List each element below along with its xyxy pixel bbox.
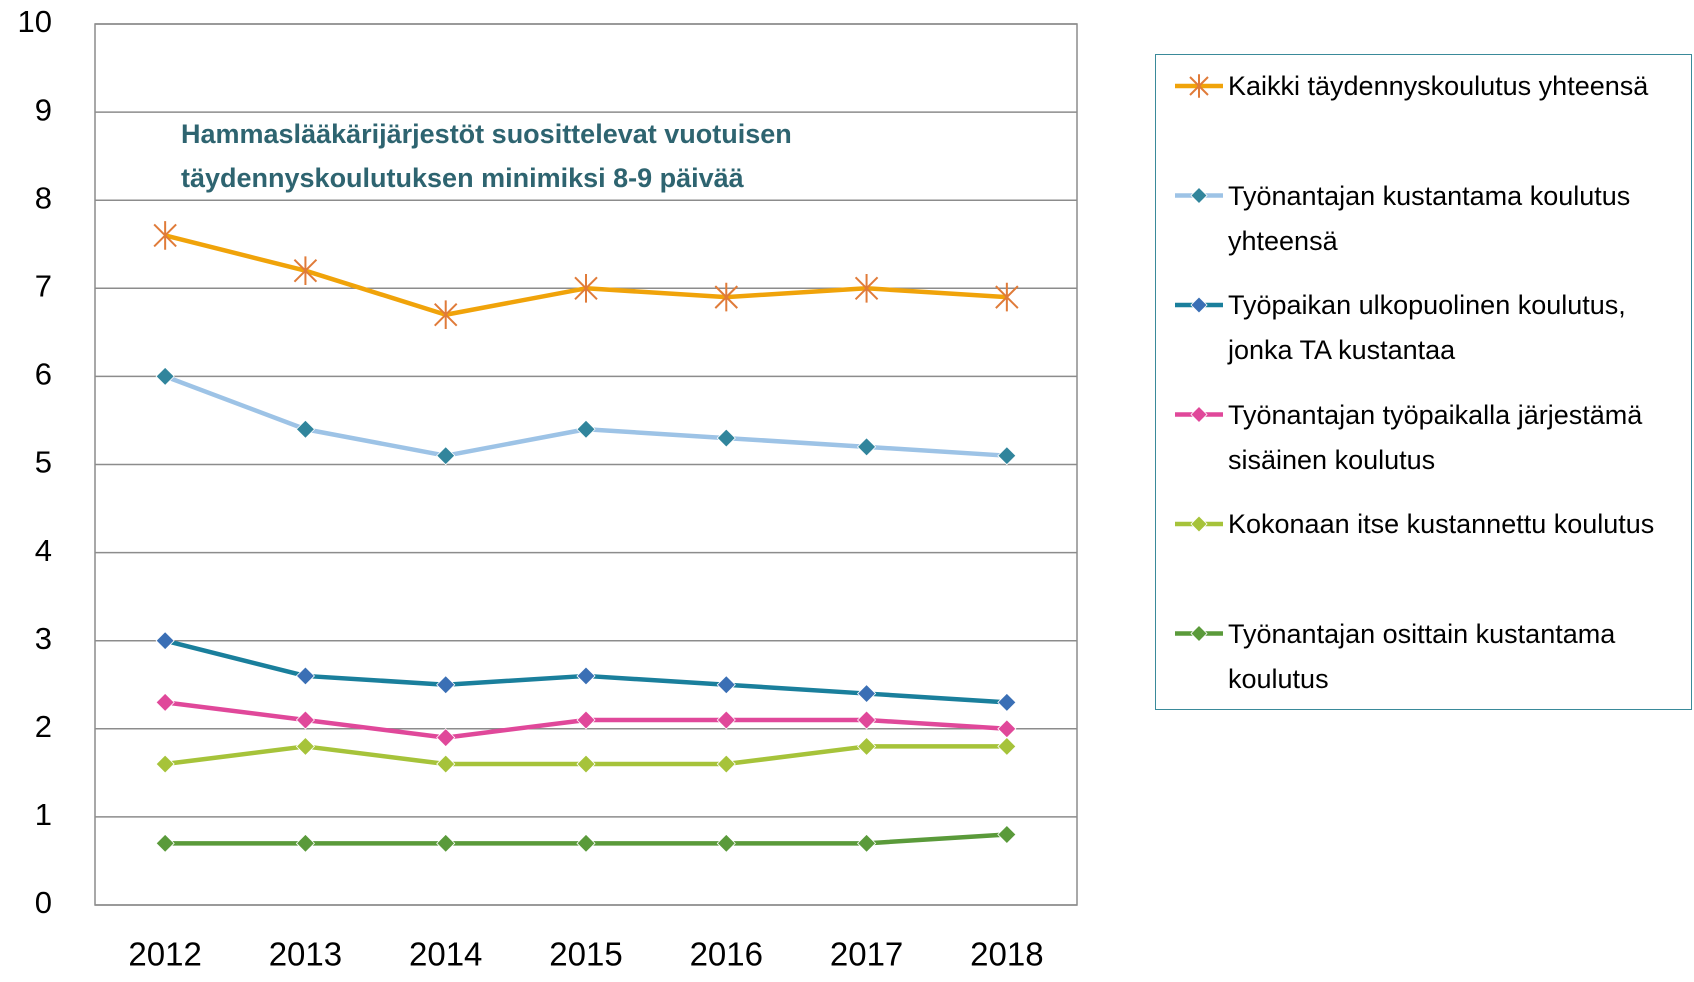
- y-tick-label: 4: [35, 533, 52, 568]
- y-tick-label: 5: [35, 445, 52, 480]
- marker: [716, 675, 736, 695]
- annotation: Hammaslääkärijärjestöt suosittelevat vuo…: [181, 119, 792, 193]
- marker: [155, 366, 175, 386]
- marker: [1190, 624, 1208, 643]
- x-tick-label: 2014: [409, 936, 482, 973]
- marker: [436, 728, 456, 748]
- marker: [155, 833, 175, 853]
- legend-label: Työnantajan työpaikalla järjestämä sisäi…: [1228, 399, 1643, 475]
- series: [155, 692, 1017, 748]
- x-tick-label: 2017: [830, 936, 903, 973]
- marker: [857, 683, 877, 704]
- marker: [436, 754, 456, 774]
- marker: [854, 274, 879, 303]
- marker: [576, 710, 596, 730]
- marker: [295, 666, 315, 686]
- marker: [155, 754, 175, 774]
- y-tick-label: 9: [35, 92, 52, 127]
- series: [155, 824, 1017, 853]
- series: [155, 736, 1017, 774]
- y-tick-label: 6: [35, 357, 52, 392]
- marker: [436, 833, 456, 853]
- series: [155, 631, 1017, 712]
- marker: [576, 833, 596, 853]
- marker: [714, 282, 738, 312]
- legend-label: Kokonaan itse kustannettu koulutus: [1228, 509, 1655, 539]
- legend-label: Työnantajan osittain kustantama koulutus: [1228, 618, 1616, 694]
- x-tick-label: 2018: [970, 936, 1043, 973]
- marker: [155, 692, 175, 712]
- y-tick-label: 1: [35, 797, 52, 832]
- marker: [995, 282, 1019, 312]
- marker: [1189, 74, 1209, 98]
- plot-frame: [94, 23, 1078, 906]
- legend-label: Työnantajan kustantama koulutus yhteensä: [1228, 180, 1631, 256]
- marker: [1190, 296, 1208, 314]
- marker: [997, 736, 1017, 756]
- y-tick-label: 3: [35, 621, 52, 656]
- series: [155, 366, 1017, 466]
- series: [153, 221, 1019, 330]
- marker: [997, 824, 1017, 845]
- marker: [997, 692, 1017, 712]
- y-tick-label: 10: [18, 4, 52, 39]
- marker: [1190, 515, 1208, 533]
- marker: [434, 300, 458, 330]
- marker: [155, 631, 175, 651]
- marker: [1190, 405, 1208, 424]
- marker: [857, 710, 877, 730]
- marker: [295, 419, 315, 439]
- marker: [716, 833, 736, 853]
- x-tick-label: 2012: [128, 936, 201, 973]
- marker: [153, 221, 177, 250]
- y-tick-label: 8: [35, 180, 52, 215]
- legend-label: Kaikki täydennyskoulutus yhteensä: [1228, 71, 1649, 101]
- marker: [293, 256, 318, 285]
- x-tick-label: 2016: [690, 936, 763, 973]
- y-tick-label: 0: [35, 885, 52, 920]
- marker: [857, 437, 877, 457]
- legend-label: Työpaikan ulkopuolinen koulutus, jonka T…: [1228, 290, 1626, 365]
- marker: [295, 710, 315, 730]
- marker: [716, 428, 736, 448]
- marker: [436, 675, 456, 695]
- x-tick-label: 2013: [269, 936, 342, 973]
- x-tick-label: 2015: [549, 936, 622, 973]
- marker: [574, 274, 598, 303]
- marker: [857, 736, 877, 756]
- marker: [436, 446, 456, 466]
- y-tick-label: 2: [35, 709, 52, 744]
- marker: [576, 666, 596, 686]
- marker: [295, 833, 315, 853]
- legend: Kaikki täydennyskoulutus yhteensä Työnant…: [1155, 54, 1692, 710]
- marker: [716, 710, 736, 730]
- marker: [1190, 186, 1208, 205]
- series-line: [164, 374, 1007, 458]
- marker: [576, 754, 596, 774]
- y-tick-label: 7: [35, 268, 52, 303]
- marker: [857, 833, 877, 853]
- marker: [997, 446, 1017, 466]
- marker: [716, 754, 736, 774]
- marker: [997, 719, 1017, 739]
- marker: [295, 736, 315, 756]
- marker: [576, 419, 596, 439]
